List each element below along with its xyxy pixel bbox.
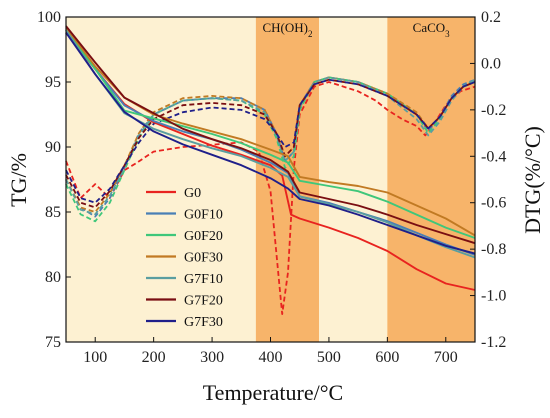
legend-label-G0: G0	[184, 186, 201, 201]
band-1	[387, 17, 475, 342]
legend-label-G7F20: G7F20	[184, 294, 223, 309]
y-left-tick-label-75: 75	[45, 334, 61, 351]
x-tick-label-400: 400	[259, 349, 283, 366]
x-tick-label-500: 500	[317, 349, 341, 366]
legend-label-G0F10: G0F10	[184, 208, 223, 223]
band-label-0: CH(OH)2	[262, 20, 312, 39]
tg-line-G7F20	[65, 25, 476, 245]
legend-label-G7F10: G7F10	[184, 272, 223, 287]
tg-line-G0F20	[65, 29, 476, 239]
dtg-line-G0	[65, 81, 476, 315]
x-tick-label-200: 200	[142, 349, 166, 366]
dtg-line-G7F30	[65, 78, 476, 204]
y-right-tick-label-5: -0.2	[481, 102, 506, 119]
tg-series-lines	[65, 25, 476, 291]
legend: G0 G0F10 G0F20 G0F30 G7F10 G7F20 G7F30	[146, 186, 223, 330]
x-axis-title: Temperature/°C	[203, 380, 343, 405]
y-right-tick-label-7: 0.2	[481, 9, 501, 26]
dtg-line-G7F10	[65, 76, 476, 216]
y-left-axis-title: TG/%	[6, 153, 31, 207]
y-left-tick-label-80: 80	[45, 269, 61, 286]
y-left-tick-label-90: 90	[45, 139, 61, 156]
y-left-tick-label-100: 100	[37, 9, 61, 26]
dtg-line-G0F20	[65, 76, 476, 223]
y-right-tick-label-1: -1.0	[481, 288, 506, 305]
legend-label-G7F30: G7F30	[184, 315, 223, 330]
band-label-1: CaCO3	[413, 20, 451, 39]
tg-line-G7F30	[65, 32, 476, 255]
legend-label-G0F30: G0F30	[184, 251, 223, 266]
y-right-tick-label-6: 0.0	[481, 55, 501, 72]
legend-label-G0F20: G0F20	[184, 229, 223, 244]
y-left-tick-label-85: 85	[45, 204, 61, 221]
y-right-axis-title: DTG(%/°C)	[520, 126, 545, 234]
x-axis-ticks: 100 200 300 400 500 600 700	[83, 337, 458, 366]
y-right-tick-label-4: -0.4	[481, 148, 506, 165]
tg-line-G0F10	[65, 29, 476, 256]
y-left-tick-label-95: 95	[45, 74, 61, 91]
x-tick-label-300: 300	[200, 349, 224, 366]
y-right-tick-label-0: -1.2	[481, 334, 506, 351]
dtg-series-lines	[65, 76, 476, 315]
y-right-tick-label-3: -0.6	[481, 195, 506, 212]
dtg-line-G7F20	[65, 78, 476, 209]
x-tick-label-600: 600	[375, 349, 399, 366]
x-tick-label-700: 700	[434, 349, 458, 366]
highlight-bands: CH(OH)2 CaCO3	[255, 17, 475, 342]
y-right-tick-label-2: -0.8	[481, 241, 506, 258]
y-right-axis-ticks: -1.2 -1.0 -0.8 -0.6 -0.4 -0.2 0.0 0.2	[470, 9, 506, 351]
y-left-axis-ticks: 75 80 85 90 95 100	[37, 9, 71, 351]
x-tick-label-100: 100	[83, 349, 107, 366]
